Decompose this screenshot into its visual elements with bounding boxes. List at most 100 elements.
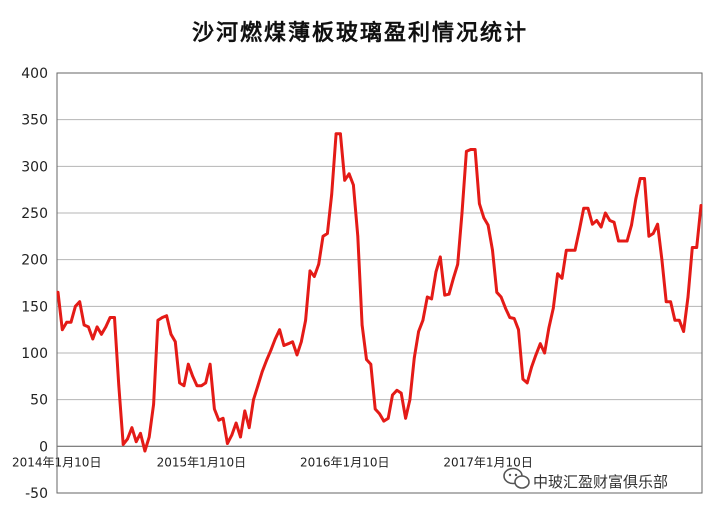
data-point xyxy=(495,291,499,294)
data-point xyxy=(621,239,625,243)
data-point xyxy=(465,150,468,153)
data-point xyxy=(91,337,95,341)
data-point xyxy=(156,319,160,322)
data-point xyxy=(195,384,199,388)
data-point xyxy=(300,340,303,344)
data-point xyxy=(591,222,594,226)
data-point xyxy=(582,207,585,210)
data-point xyxy=(617,239,620,243)
data-point xyxy=(308,269,312,273)
data-point xyxy=(525,381,529,385)
data-point xyxy=(147,435,151,439)
data-point xyxy=(473,148,477,151)
data-point xyxy=(643,177,646,180)
data-point xyxy=(595,219,598,222)
data-point xyxy=(213,407,216,411)
data-point xyxy=(239,435,242,439)
data-point xyxy=(682,330,685,333)
data-point xyxy=(117,384,121,388)
data-point xyxy=(352,183,355,187)
data-point xyxy=(356,235,360,238)
y-tick-label: 400 xyxy=(21,66,48,82)
x-axis-ticks: 2014年1月10日 2015年1月10日 2016年1月10日 2017年1月10日 xyxy=(12,455,533,469)
data-point xyxy=(178,381,181,385)
x-tick-label: 2016年1月10日 xyxy=(300,455,389,469)
data-point xyxy=(691,246,694,249)
x-tick-label: 2017年1月10日 xyxy=(443,455,532,469)
data-point xyxy=(499,295,503,299)
data-point xyxy=(521,377,525,381)
data-point xyxy=(452,277,455,280)
data-point xyxy=(543,351,546,355)
data-point xyxy=(243,409,247,413)
data-point xyxy=(326,232,329,235)
data-point xyxy=(408,398,412,402)
data-point xyxy=(247,426,251,430)
data-point xyxy=(100,333,103,336)
x-tick-label: 2015年1月10日 xyxy=(157,455,246,469)
data-point xyxy=(634,197,638,201)
data-point xyxy=(404,417,407,420)
y-tick-label: 100 xyxy=(21,346,48,362)
data-point xyxy=(547,326,551,330)
data-point xyxy=(678,319,681,322)
y-tick-label: 150 xyxy=(21,299,48,315)
gridlines xyxy=(57,72,702,494)
data-point xyxy=(221,417,225,420)
data-point xyxy=(660,258,664,262)
y-tick-label: 300 xyxy=(21,159,48,175)
wechat-icon xyxy=(503,467,530,489)
data-point xyxy=(130,426,134,430)
data-point xyxy=(134,440,138,444)
data-point xyxy=(87,325,90,329)
data-point xyxy=(82,323,86,327)
y-tick-label: 0 xyxy=(39,439,48,455)
data-point xyxy=(504,306,507,310)
data-point xyxy=(204,381,207,385)
data-point xyxy=(208,362,212,366)
data-point xyxy=(430,297,433,301)
data-point xyxy=(78,300,81,304)
data-point xyxy=(534,353,538,357)
y-tick-label: 250 xyxy=(21,206,48,222)
data-point xyxy=(56,291,60,294)
data-point xyxy=(217,418,221,422)
data-point xyxy=(169,333,173,336)
data-point xyxy=(673,319,677,322)
watermark: 中玻汇盈财富俱乐部 xyxy=(503,467,668,491)
data-point xyxy=(273,337,277,341)
data-point xyxy=(391,393,394,397)
data-point xyxy=(369,362,373,366)
data-point xyxy=(656,222,659,226)
data-point xyxy=(113,316,116,319)
data-point xyxy=(191,375,194,378)
data-point xyxy=(321,235,325,238)
data-point xyxy=(104,325,108,329)
data-point xyxy=(443,293,447,297)
data-point xyxy=(74,305,77,308)
data-point xyxy=(265,359,268,362)
data-point xyxy=(339,132,342,135)
data-point xyxy=(334,132,338,135)
data-point xyxy=(343,179,347,182)
data-point xyxy=(530,365,533,369)
data-point xyxy=(578,228,581,232)
data-point xyxy=(612,221,616,224)
data-point xyxy=(478,202,481,205)
data-point xyxy=(556,272,559,276)
data-point xyxy=(61,328,64,332)
data-point xyxy=(65,320,68,324)
data-point xyxy=(552,306,555,310)
data-point xyxy=(226,442,229,445)
data-point xyxy=(413,356,416,360)
data-point xyxy=(608,219,612,222)
y-tick-label: 200 xyxy=(21,253,48,269)
data-point xyxy=(469,148,473,151)
data-point xyxy=(630,223,633,227)
data-point xyxy=(638,177,642,180)
data-point xyxy=(152,403,155,406)
data-point xyxy=(304,319,307,322)
data-point xyxy=(512,317,516,320)
data-points xyxy=(56,132,703,453)
data-point xyxy=(491,249,494,252)
